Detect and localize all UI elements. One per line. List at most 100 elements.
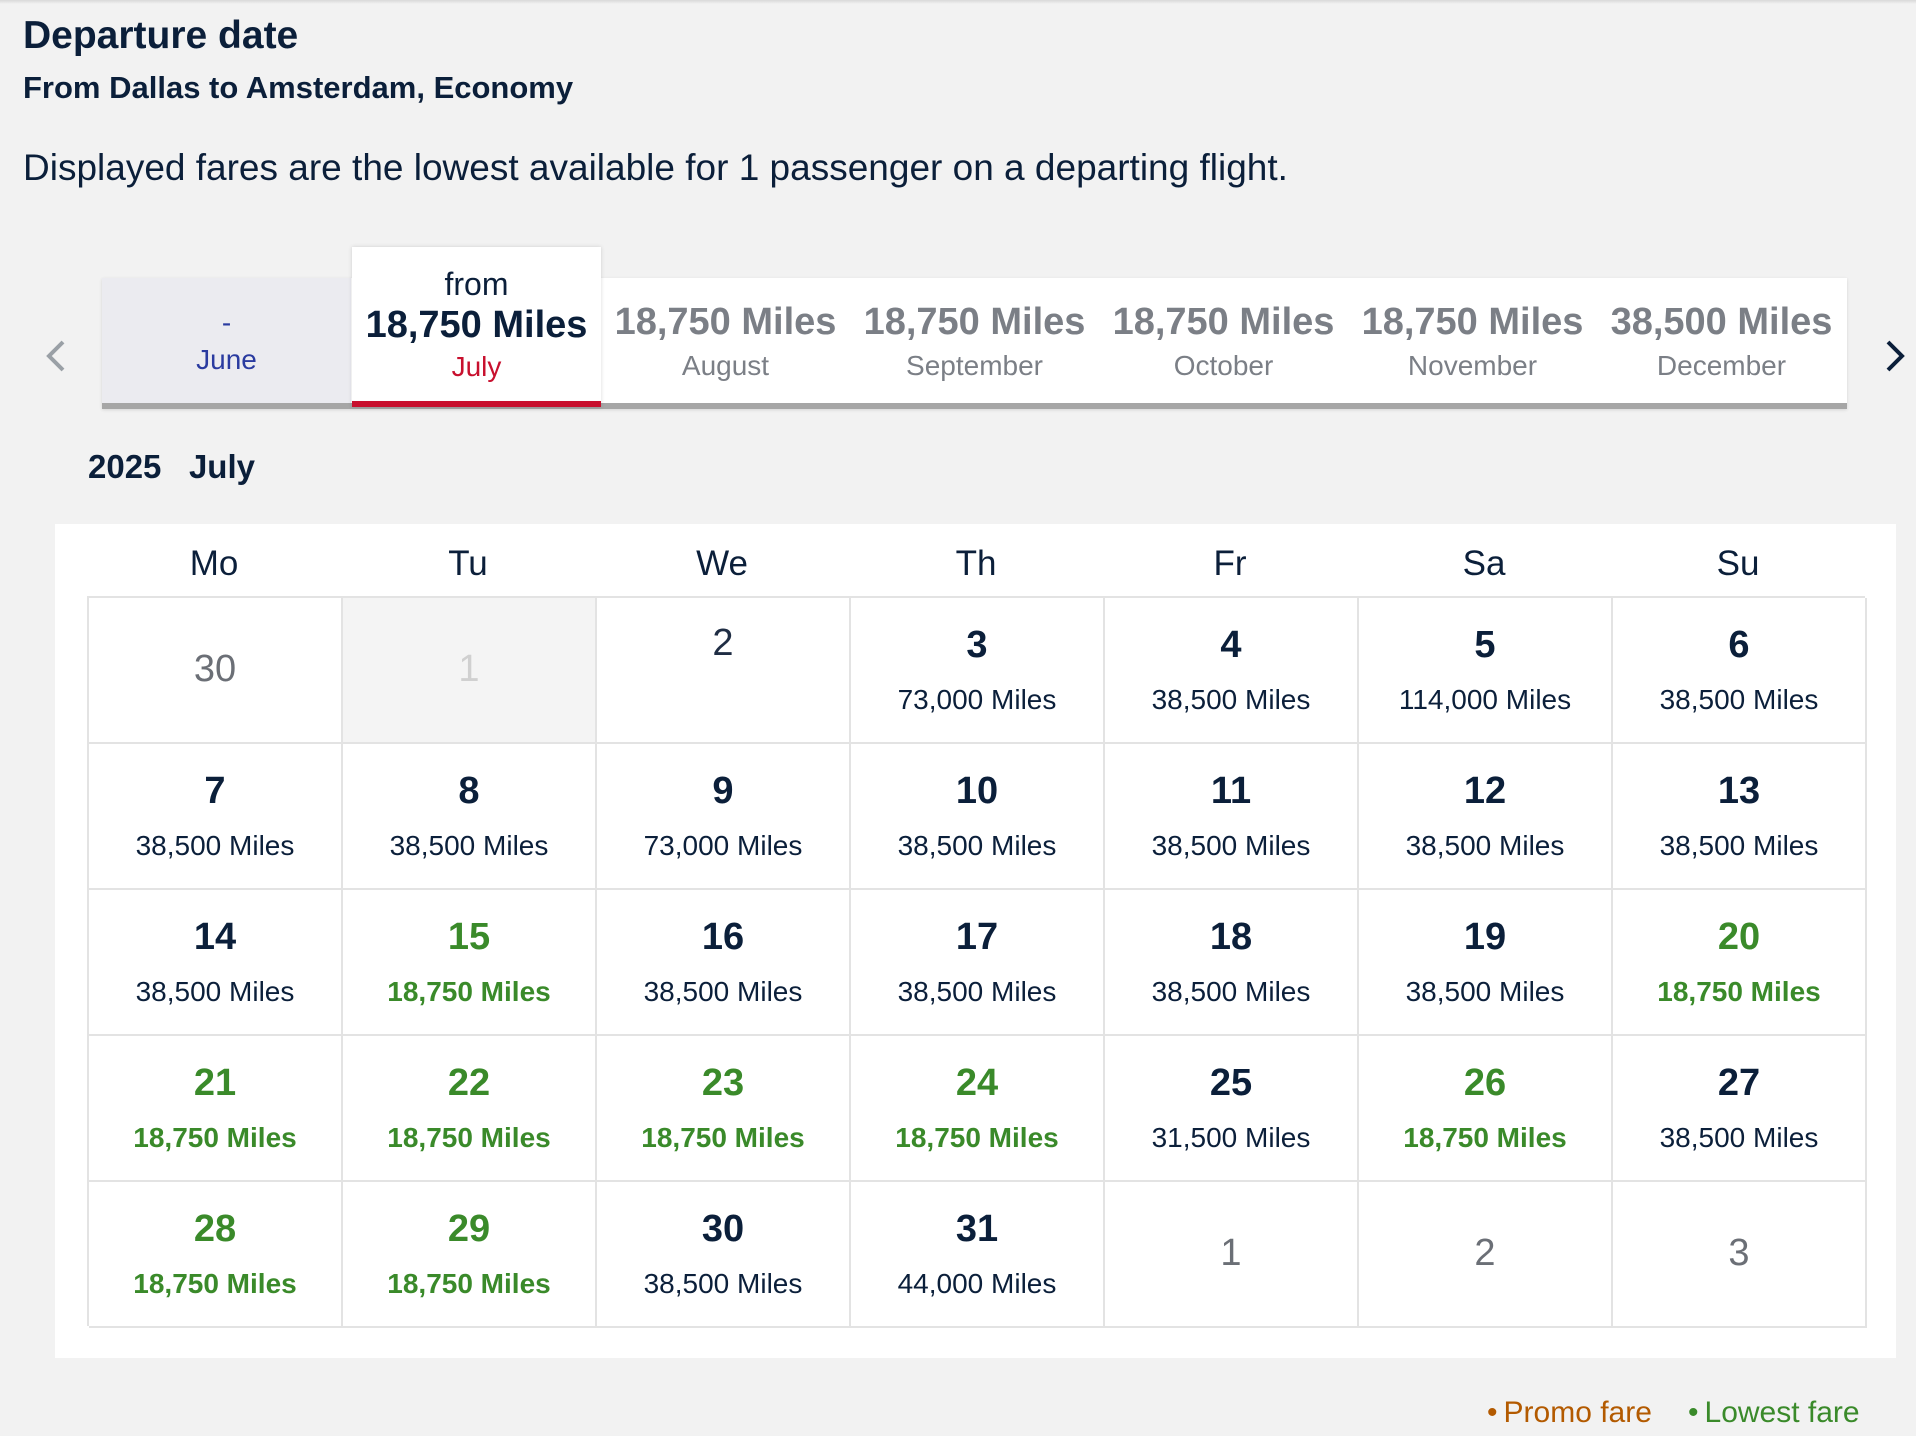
legend-promo-fare: • Promo fare [1487, 1396, 1652, 1436]
legend-label: Lowest fare [1704, 1396, 1860, 1429]
day-number: 10 [955, 770, 999, 812]
day-fare: 18,750 Miles [895, 1122, 1059, 1153]
day-number: 7 [204, 770, 226, 812]
day-fare: 18,750 Miles [1657, 976, 1821, 1007]
calendar-day-cell[interactable]: 8 38,500 Miles [343, 744, 597, 890]
calendar-day-cell[interactable]: 23 18,750 Miles [597, 1036, 851, 1182]
calendar-day-cell[interactable]: 31 44,000 Miles [851, 1182, 1105, 1328]
month-tab-july[interactable]: from 18,750 Miles July [352, 247, 601, 407]
month-name: July [451, 351, 502, 382]
day-number: 2 [1474, 1232, 1496, 1274]
day-number: 24 [955, 1062, 999, 1104]
next-month-button[interactable] [1875, 336, 1915, 376]
calendar-grid: 30 1 2 3 73,000 Miles 4 38,500 Miles 5 114,000 M… [87, 596, 1867, 1328]
calendar-day-cell[interactable]: 9 73,000 Miles [597, 744, 851, 890]
weekday-label: Tu [448, 544, 488, 583]
month-tab-october[interactable]: 18,750 Miles October [1099, 278, 1348, 403]
day-fare: 114,000 Miles [1398, 684, 1572, 715]
day-fare: 38,500 Miles [897, 976, 1057, 1007]
day-number: 14 [193, 916, 237, 958]
day-number: 13 [1717, 770, 1761, 812]
day-fare: 18,750 Miles [641, 1122, 805, 1153]
calendar-day-cell[interactable]: 27 38,500 Miles [1613, 1036, 1867, 1182]
day-fare: 38,500 Miles [1659, 684, 1819, 715]
day-fare: 44,000 Miles [897, 1268, 1057, 1299]
calendar: Mo Tu We Th Fr Sa Su 30 1 2 3 73,000 Miles 4 3… [55, 524, 1896, 1358]
calendar-day-cell[interactable]: 7 38,500 Miles [89, 744, 343, 890]
calendar-day-cell[interactable]: 18 38,500 Miles [1105, 890, 1359, 1036]
day-number: 5 [1474, 624, 1496, 666]
day-fare: 18,750 Miles [387, 1268, 551, 1299]
day-fare: 18,750 Miles [1403, 1122, 1567, 1153]
fare-info-text: Displayed fares are the lowest available… [23, 147, 1288, 188]
day-number: 26 [1463, 1062, 1507, 1104]
day-number: 9 [712, 770, 734, 812]
month-tab-june[interactable]: - June [102, 278, 351, 403]
day-number: 4 [1220, 624, 1242, 666]
calendar-day-cell[interactable]: 10 38,500 Miles [851, 744, 1105, 890]
day-number: 17 [955, 916, 999, 958]
weekday-label: Fr [1213, 544, 1247, 583]
calendar-day-cell[interactable]: 26 18,750 Miles [1359, 1036, 1613, 1182]
calendar-day-cell[interactable]: 30 38,500 Miles [597, 1182, 851, 1328]
calendar-day-cell[interactable]: 3 73,000 Miles [851, 598, 1105, 744]
day-fare: 38,500 Miles [135, 976, 295, 1007]
weekday-label: Su [1716, 544, 1760, 583]
day-number: 19 [1463, 916, 1507, 958]
calendar-day-cell[interactable]: 19 38,500 Miles [1359, 890, 1613, 1036]
weekday-label: We [696, 544, 748, 583]
day-fare: 38,500 Miles [135, 830, 295, 861]
month-tab-august[interactable]: 18,750 Miles August [601, 278, 850, 403]
calendar-day-cell[interactable]: 12 38,500 Miles [1359, 744, 1613, 890]
bullet-icon: • [1487, 1396, 1498, 1429]
day-fare: 38,500 Miles [1405, 976, 1565, 1007]
day-number: 12 [1463, 770, 1507, 812]
weekday-label: Th [955, 544, 997, 583]
month-name: September [906, 349, 1043, 381]
chevron-left-icon [46, 340, 65, 372]
day-number: 2 [712, 622, 734, 664]
month-tab-november[interactable]: 18,750 Miles November [1348, 278, 1597, 403]
calendar-day-cell: 3 [1613, 1182, 1867, 1328]
month-tab-september[interactable]: 18,750 Miles September [850, 278, 1099, 403]
month-tab-december[interactable]: 38,500 Miles December [1597, 278, 1846, 403]
calendar-day-cell[interactable]: 15 18,750 Miles [343, 890, 597, 1036]
day-fare: 38,500 Miles [1151, 830, 1311, 861]
calendar-day-cell[interactable]: 4 38,500 Miles [1105, 598, 1359, 744]
calendar-day-cell[interactable]: 5 114,000 Miles [1359, 598, 1613, 744]
calendar-day-cell[interactable]: 2 [597, 598, 851, 744]
day-fare: 38,500 Miles [1659, 830, 1819, 861]
day-number: 28 [193, 1208, 237, 1250]
month-price: 18,750 Miles [863, 300, 1086, 343]
calendar-day-cell[interactable]: 6 38,500 Miles [1613, 598, 1867, 744]
day-fare: 73,000 Miles [897, 684, 1057, 715]
calendar-day-cell[interactable]: 11 38,500 Miles [1105, 744, 1359, 890]
month-price: 18,750 Miles [614, 300, 837, 343]
calendar-day-cell[interactable]: 29 18,750 Miles [343, 1182, 597, 1328]
calendar-day-cell[interactable]: 28 18,750 Miles [89, 1182, 343, 1328]
calendar-day-cell: 2 [1359, 1182, 1613, 1328]
calendar-day-cell[interactable]: 20 18,750 Miles [1613, 890, 1867, 1036]
calendar-day-cell[interactable]: 13 38,500 Miles [1613, 744, 1867, 890]
day-number: 30 [193, 648, 237, 690]
day-number: 3 [966, 624, 988, 666]
month-price: 38,500 Miles [1610, 300, 1833, 343]
day-number: 23 [701, 1062, 745, 1104]
calendar-day-cell[interactable]: 17 38,500 Miles [851, 890, 1105, 1036]
month-name: December [1656, 349, 1787, 381]
month-selector: - June from 18,750 Miles July 18,750 Mil… [102, 247, 1847, 409]
calendar-day-cell[interactable]: 24 18,750 Miles [851, 1036, 1105, 1182]
prev-month-button[interactable] [36, 336, 76, 376]
calendar-day-cell[interactable]: 16 38,500 Miles [597, 890, 851, 1036]
day-number: 11 [1210, 770, 1252, 812]
day-number: 29 [447, 1208, 491, 1250]
calendar-day-cell[interactable]: 22 18,750 Miles [343, 1036, 597, 1182]
day-fare: 38,500 Miles [643, 1268, 803, 1299]
calendar-day-cell[interactable]: 21 18,750 Miles [89, 1036, 343, 1182]
calendar-day-cell: 30 [89, 598, 343, 744]
calendar-day-cell[interactable]: 25 31,500 Miles [1105, 1036, 1359, 1182]
day-number: 21 [193, 1062, 237, 1104]
calendar-day-cell[interactable]: 14 38,500 Miles [89, 890, 343, 1036]
day-fare: 18,750 Miles [133, 1268, 297, 1299]
day-fare: 38,500 Miles [643, 976, 803, 1007]
